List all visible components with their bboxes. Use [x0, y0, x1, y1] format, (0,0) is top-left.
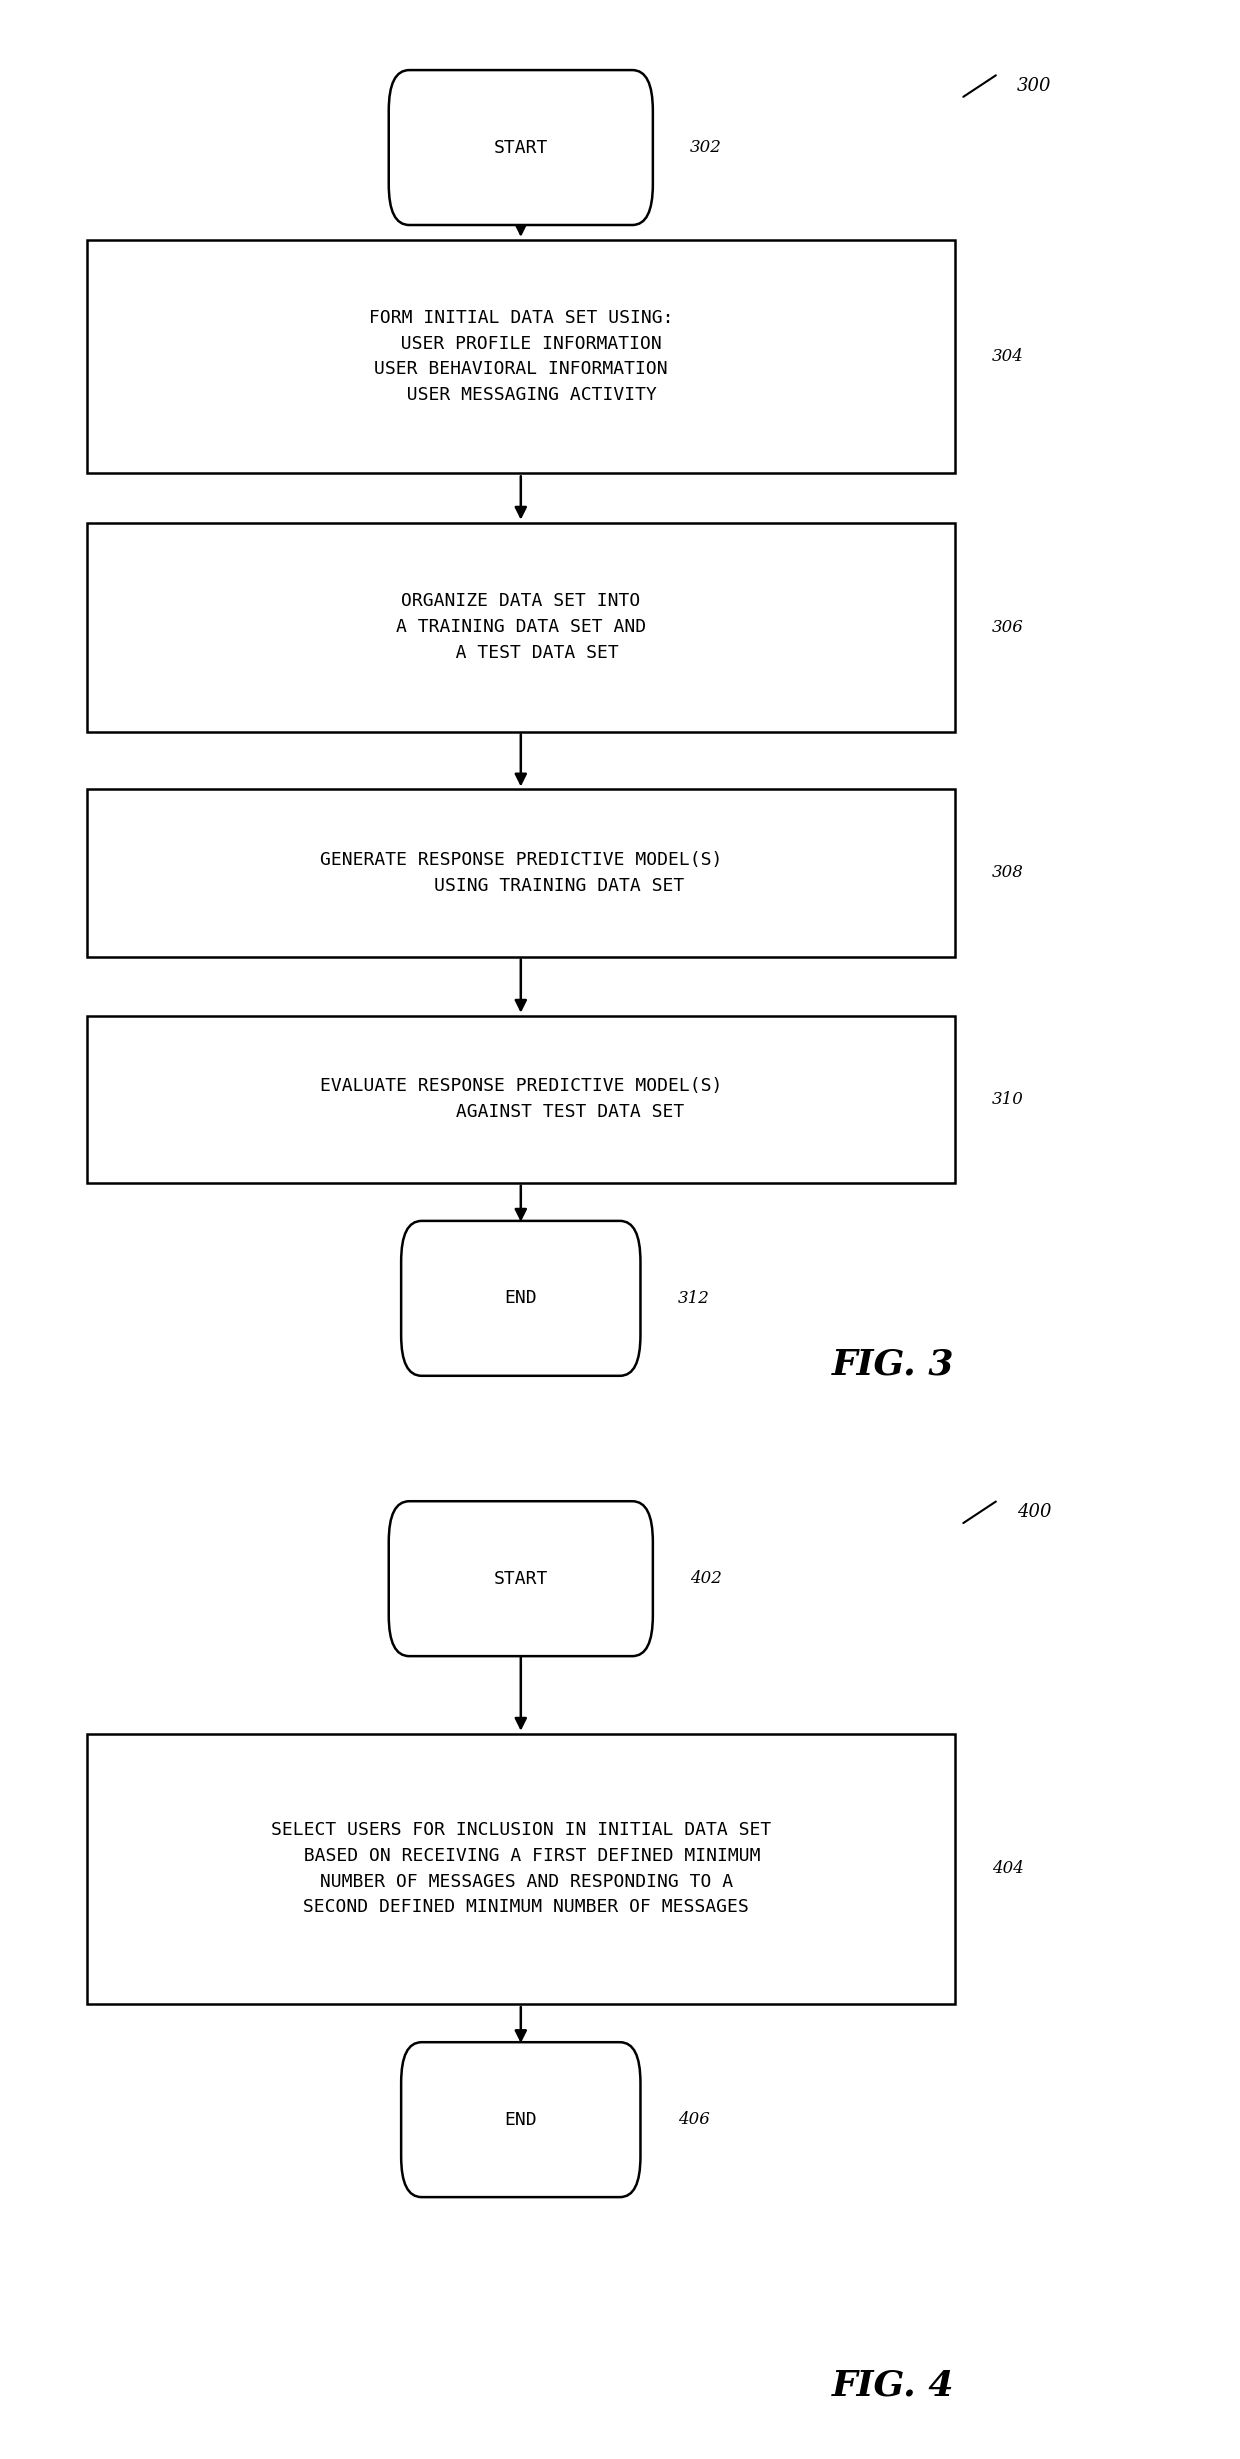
Text: EVALUATE RESPONSE PREDICTIVE MODEL(S)
         AGAINST TEST DATA SET: EVALUATE RESPONSE PREDICTIVE MODEL(S) AG…	[320, 1077, 722, 1121]
Text: 406: 406	[677, 2112, 709, 2127]
Text: 306: 306	[992, 620, 1024, 634]
FancyBboxPatch shape	[388, 69, 652, 226]
FancyBboxPatch shape	[401, 1222, 640, 1377]
FancyBboxPatch shape	[87, 789, 955, 957]
Text: GENERATE RESPONSE PREDICTIVE MODEL(S)
       USING TRAINING DATA SET: GENERATE RESPONSE PREDICTIVE MODEL(S) US…	[320, 851, 722, 895]
Text: FIG. 3: FIG. 3	[832, 1348, 954, 1382]
Text: 308: 308	[992, 866, 1024, 880]
Text: 400: 400	[1017, 1502, 1052, 1522]
FancyBboxPatch shape	[401, 2041, 640, 2198]
Text: 404: 404	[992, 1861, 1024, 1876]
FancyBboxPatch shape	[87, 524, 955, 733]
Text: END: END	[505, 1289, 537, 1308]
Text: 300: 300	[1017, 76, 1052, 96]
Text: 402: 402	[689, 1571, 722, 1586]
FancyBboxPatch shape	[87, 1016, 955, 1183]
Text: 312: 312	[677, 1291, 709, 1306]
Text: 310: 310	[992, 1092, 1024, 1107]
Text: SELECT USERS FOR INCLUSION IN INITIAL DATA SET
  BASED ON RECEIVING A FIRST DEFI: SELECT USERS FOR INCLUSION IN INITIAL DA…	[270, 1822, 771, 1916]
FancyBboxPatch shape	[87, 1734, 955, 2004]
FancyBboxPatch shape	[388, 1500, 652, 1657]
Text: START: START	[494, 138, 548, 157]
Text: 304: 304	[992, 349, 1024, 364]
Text: START: START	[494, 1569, 548, 1589]
Text: ORGANIZE DATA SET INTO
A TRAINING DATA SET AND
   A TEST DATA SET: ORGANIZE DATA SET INTO A TRAINING DATA S…	[396, 593, 646, 661]
Text: END: END	[505, 2110, 537, 2129]
Text: FIG. 4: FIG. 4	[832, 2368, 954, 2402]
Text: 302: 302	[689, 140, 722, 155]
FancyBboxPatch shape	[87, 241, 955, 472]
Text: FORM INITIAL DATA SET USING:
  USER PROFILE INFORMATION
USER BEHAVIORAL INFORMAT: FORM INITIAL DATA SET USING: USER PROFIL…	[368, 310, 673, 403]
